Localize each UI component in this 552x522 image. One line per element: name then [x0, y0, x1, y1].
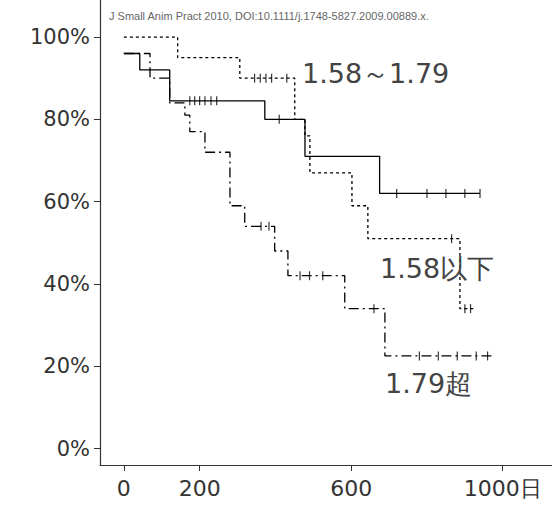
svg-text:20%: 20%: [43, 354, 90, 378]
svg-text:200: 200: [179, 476, 221, 501]
svg-text:1.58～1.79: 1.58～1.79: [302, 58, 449, 89]
svg-text:1.79超: 1.79超: [385, 368, 472, 399]
svg-text:40%: 40%: [43, 272, 90, 296]
svg-text:100%: 100%: [30, 25, 90, 49]
svg-text:60%: 60%: [43, 190, 90, 214]
svg-text:0%: 0%: [57, 437, 90, 461]
svg-text:600: 600: [330, 476, 372, 501]
svg-text:80%: 80%: [43, 107, 90, 131]
svg-text:0: 0: [117, 476, 131, 501]
svg-text:1.58以下: 1.58以下: [380, 253, 494, 284]
svg-text:1000日: 1000日: [464, 476, 542, 501]
svg-text:J Small Anim Pract 2010, DOI:1: J Small Anim Pract 2010, DOI:10.1111/j.1…: [109, 10, 429, 22]
